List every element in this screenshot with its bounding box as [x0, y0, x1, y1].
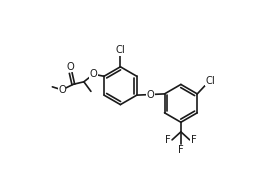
Text: Cl: Cl [115, 45, 125, 55]
Text: O: O [58, 85, 66, 95]
Text: F: F [165, 135, 171, 145]
Text: O: O [67, 62, 75, 72]
Text: O: O [147, 90, 155, 100]
Text: Cl: Cl [206, 76, 215, 86]
Text: F: F [191, 135, 197, 145]
Text: F: F [178, 145, 184, 155]
Text: O: O [90, 69, 97, 79]
